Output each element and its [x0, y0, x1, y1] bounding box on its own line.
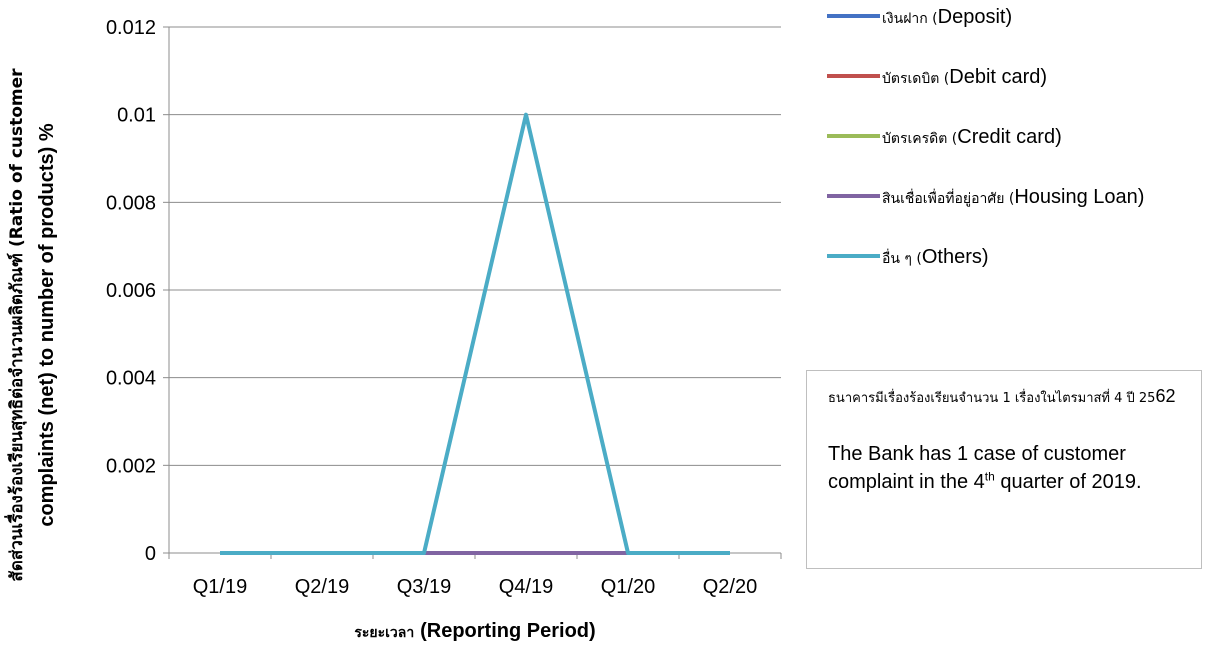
y-tick-label: 0.012	[106, 17, 156, 39]
annotation-superscript: th	[984, 469, 995, 484]
legend: เงินฝาก (Deposit) บัตรเดบิต (Debit card) บ…	[827, 6, 1144, 268]
legend-item: บัตรเครดิต (Credit card)	[827, 126, 1062, 148]
series-line	[220, 112, 730, 555]
legend-item: อื่น ๆ (Others)	[827, 246, 989, 268]
legend-item: สินเชื่อเพื่อที่อยู่อาศัย (Housing Loan)	[827, 186, 1144, 208]
annotation-thai-year-suffix: 62	[1155, 386, 1176, 406]
x-tick-label: Q4/19	[499, 576, 553, 598]
y-axis-title: สัดส่วนเรื่องร้องเรียนสุทธิต่อจำนวนผลิตภ…	[4, 68, 58, 582]
legend-label: บัตรเครดิต (Credit card)	[882, 126, 1062, 148]
x-tick-label: Q1/19	[193, 576, 247, 598]
legend-item: บัตรเดบิต (Debit card)	[827, 66, 1047, 88]
x-tick-label: Q3/19	[397, 576, 451, 598]
annotation-english-text-end: quarter of 2019.	[994, 471, 1142, 493]
y-tick-label: 0.002	[106, 455, 156, 477]
y-axis-title-line2: complaints (net) to number of products) …	[36, 123, 58, 527]
x-tick-label: Q2/19	[295, 576, 349, 598]
legend-label: อื่น ๆ (Others)	[882, 246, 989, 268]
gridlines	[169, 26, 781, 466]
y-tick-label: 0.004	[106, 368, 156, 390]
legend-label: สินเชื่อเพื่อที่อยู่อาศัย (Housing Loan)	[882, 186, 1144, 208]
annotation-thai-text: ธนาคารมีเรื่องร้องเรียนจำนวน 1 เรื่องในไ…	[828, 391, 1156, 406]
annotation-thai: ธนาคารมีเรื่องร้องเรียนจำนวน 1 เรื่องในไ…	[828, 379, 1191, 416]
legend-item: เงินฝาก (Deposit)	[827, 6, 1012, 28]
y-tick-label: 0.01	[117, 105, 156, 127]
y-tick-label: 0	[145, 543, 156, 565]
annotation-box: ธนาคารมีเรื่องร้องเรียนจำนวน 1 เรื่องในไ…	[806, 370, 1202, 569]
y-tick-label: 0.006	[106, 280, 156, 302]
series-lines	[220, 112, 730, 555]
x-axis-ticks: Q1/19 Q2/19 Q3/19 Q4/19 Q1/20 Q2/20	[168, 553, 782, 598]
annotation-english: The Bank has 1 case of customer complain…	[828, 440, 1200, 496]
x-tick-label: Q2/20	[703, 576, 757, 598]
legend-label: บัตรเดบิต (Debit card)	[882, 66, 1047, 88]
y-axis-title-line1: สัดส่วนเรื่องร้องเรียนสุทธิต่อจำนวนผลิตภ…	[4, 68, 27, 582]
y-tick-label: 0.008	[106, 192, 156, 214]
x-tick-label: Q1/20	[601, 576, 655, 598]
legend-label: เงินฝาก (Deposit)	[882, 6, 1012, 28]
x-axis-title: ระยะเวลา (Reporting Period)	[354, 620, 595, 642]
annotation-english-text: The Bank has 1 case of customer complain…	[828, 443, 1126, 493]
y-axis-ticks: 0 0.002 0.004 0.006 0.008 0.01 0.012	[106, 17, 169, 565]
